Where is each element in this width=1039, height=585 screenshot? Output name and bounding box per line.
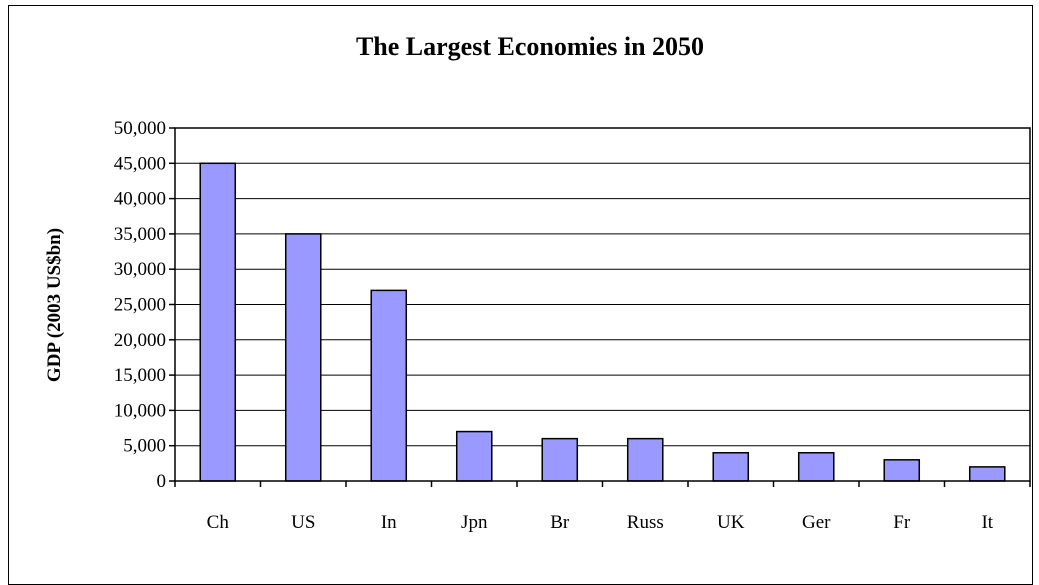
bar-us — [284, 233, 322, 482]
bar-ger — [797, 452, 835, 482]
bar-uk — [712, 452, 750, 482]
x-tick-label: Fr — [893, 512, 911, 533]
y-axis: 0 5,000 10,000 15,000 20,000 25,000 30,000 35,0… — [114, 118, 175, 492]
y-tick-label: 15,000 — [114, 365, 166, 386]
bar-br — [541, 437, 579, 482]
bar-fr — [883, 459, 921, 482]
x-axis: Ch US In Jpn Br Russ UK Ger Fr It — [174, 481, 1031, 533]
chart-frame — [8, 5, 1033, 585]
chart-title: The Largest Economies in 2050 — [356, 32, 704, 61]
y-tick-label: 40,000 — [114, 189, 166, 210]
bar-ch — [199, 162, 237, 482]
y-tick-label: 45,000 — [114, 153, 166, 174]
x-tick-label: Ger — [802, 512, 831, 533]
bar-in — [370, 289, 408, 482]
bar-jpn — [455, 430, 493, 482]
y-tick-label: 20,000 — [114, 330, 166, 351]
x-tick-label: Russ — [627, 512, 664, 533]
x-tick-label: Br — [550, 512, 570, 533]
bar-chart: The Largest Economies in 2050 GDP (2003 … — [44, 32, 1031, 533]
y-tick-label: 30,000 — [114, 259, 166, 280]
bars — [199, 162, 1006, 482]
x-tick-label: It — [981, 512, 993, 533]
y-axis-label: GDP (2003 US$bn) — [44, 228, 65, 382]
y-tick-label: 50,000 — [114, 118, 166, 139]
x-tick-label: Jpn — [461, 512, 488, 533]
x-tick-label: UK — [717, 512, 745, 533]
y-tick-label: 25,000 — [114, 295, 166, 316]
bar-it — [968, 466, 1006, 482]
y-tick-label: 5,000 — [123, 436, 166, 457]
y-tick-label: 35,000 — [114, 224, 166, 245]
y-tick-label: 10,000 — [114, 400, 166, 421]
x-tick-label: US — [291, 512, 315, 533]
x-tick-label: Ch — [207, 512, 230, 533]
y-tick-label: 0 — [157, 471, 167, 492]
bar-russ — [626, 437, 664, 482]
x-tick-label: In — [381, 512, 397, 533]
